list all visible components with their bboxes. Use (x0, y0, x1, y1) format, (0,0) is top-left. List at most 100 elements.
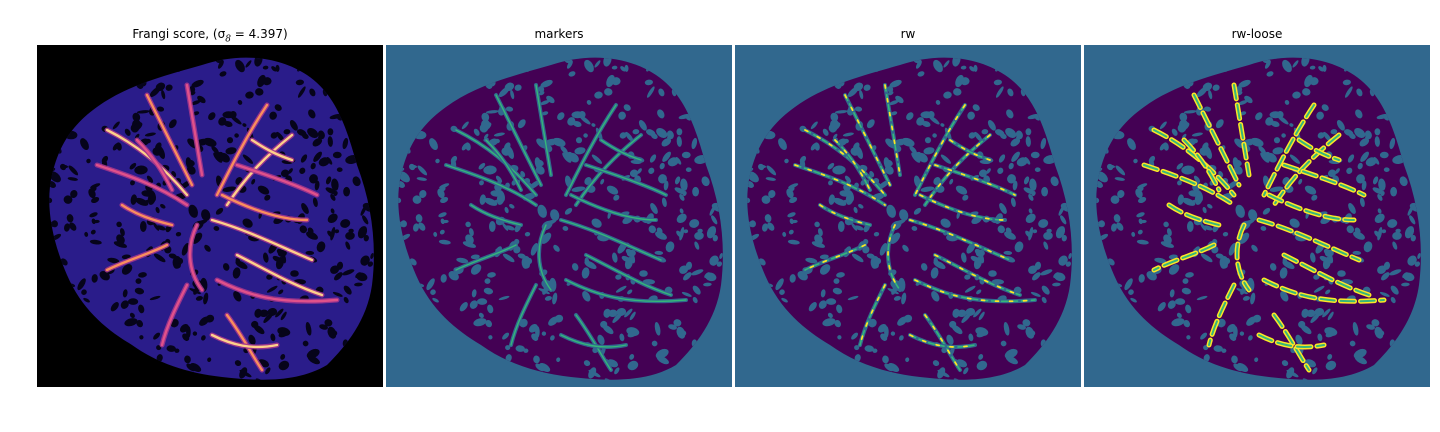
speckle (921, 121, 931, 127)
vessel (188, 223, 204, 292)
speckle (297, 86, 306, 98)
speckle (1251, 244, 1258, 252)
speckle (531, 333, 539, 341)
speckle (619, 333, 625, 342)
speckle (1342, 79, 1351, 86)
vessel-marker (1273, 134, 1340, 206)
vessel-marker (919, 194, 1006, 221)
speckle (1300, 324, 1312, 335)
speckle (330, 226, 336, 241)
speckle (493, 132, 505, 137)
speckle (1301, 308, 1309, 318)
speckle (866, 119, 875, 129)
speckle (572, 121, 582, 127)
speckle (1321, 104, 1329, 111)
speckle (1279, 267, 1288, 279)
speckle (1224, 257, 1231, 264)
speckle (768, 189, 776, 199)
speckle (64, 223, 70, 232)
vessel-marker (1258, 219, 1360, 261)
rw-panel-title: rw (900, 27, 916, 41)
speckle (1262, 207, 1271, 215)
vessel-segment (924, 134, 991, 206)
speckle (649, 154, 657, 163)
speckle (952, 308, 960, 318)
speckle (415, 214, 423, 223)
speckle (615, 274, 622, 280)
speckle (528, 324, 538, 333)
speckle (627, 330, 638, 338)
vessel-marker (585, 164, 667, 196)
speckle (868, 318, 877, 328)
speckle (1364, 130, 1372, 140)
speckle (313, 151, 322, 162)
vessel-marker (1168, 204, 1220, 226)
speckle (1311, 194, 1318, 201)
speckle (1236, 86, 1243, 93)
speckle (128, 298, 139, 305)
speckle (1060, 215, 1067, 225)
speckle (1168, 254, 1178, 260)
speckle (222, 263, 230, 271)
speckle (765, 177, 776, 181)
vessel (105, 243, 169, 272)
speckle (330, 265, 340, 274)
speckle (345, 231, 355, 240)
speckle (136, 110, 150, 114)
vessel (185, 83, 204, 177)
speckle (960, 65, 967, 70)
speckle (112, 142, 119, 151)
speckle (232, 267, 241, 279)
markers-panel-title: markers (534, 27, 584, 41)
speckle (854, 106, 863, 112)
speckle (233, 291, 242, 302)
speckle (993, 79, 1002, 86)
speckle (1179, 122, 1190, 132)
speckle (606, 185, 619, 195)
speckle (1169, 289, 1175, 298)
speckle (235, 260, 248, 270)
speckle (77, 278, 86, 291)
speckle (139, 335, 144, 340)
speckle (970, 255, 980, 263)
vessel-marker (470, 204, 522, 226)
speckle (1237, 362, 1249, 373)
speckle (248, 334, 256, 345)
rw-image (735, 45, 1081, 387)
speckle (612, 252, 618, 263)
speckle (324, 319, 333, 327)
rw-loose-canvas (1084, 45, 1430, 387)
speckle (438, 239, 451, 245)
speckle (1208, 90, 1213, 100)
frangi-panel-title: Frangi score, (σ8 = 4.397) (37, 26, 383, 47)
speckle (775, 278, 784, 291)
speckle (582, 291, 591, 302)
speckle (1233, 165, 1243, 175)
speckle (890, 111, 898, 116)
speckle (245, 60, 252, 68)
speckle (1295, 334, 1303, 345)
speckle (961, 252, 967, 263)
speckle (656, 127, 668, 139)
speckle (1023, 187, 1035, 195)
speckle (758, 163, 765, 171)
speckle (928, 115, 940, 125)
speckle (674, 187, 686, 195)
speckle (398, 197, 402, 204)
speckle (1028, 208, 1033, 214)
speckle (1380, 190, 1385, 197)
speckle (625, 131, 634, 142)
speckle (502, 253, 515, 263)
speckle (978, 363, 984, 370)
speckle (1177, 180, 1182, 186)
speckle (140, 221, 147, 232)
speckle (1181, 287, 1192, 295)
speckle (1130, 297, 1137, 303)
speckle (1348, 203, 1356, 214)
vessel (215, 278, 339, 303)
speckle (685, 167, 692, 173)
speckle (1313, 274, 1320, 280)
speckle (629, 169, 639, 178)
speckle (149, 190, 157, 202)
vessel-marker (1263, 279, 1385, 303)
